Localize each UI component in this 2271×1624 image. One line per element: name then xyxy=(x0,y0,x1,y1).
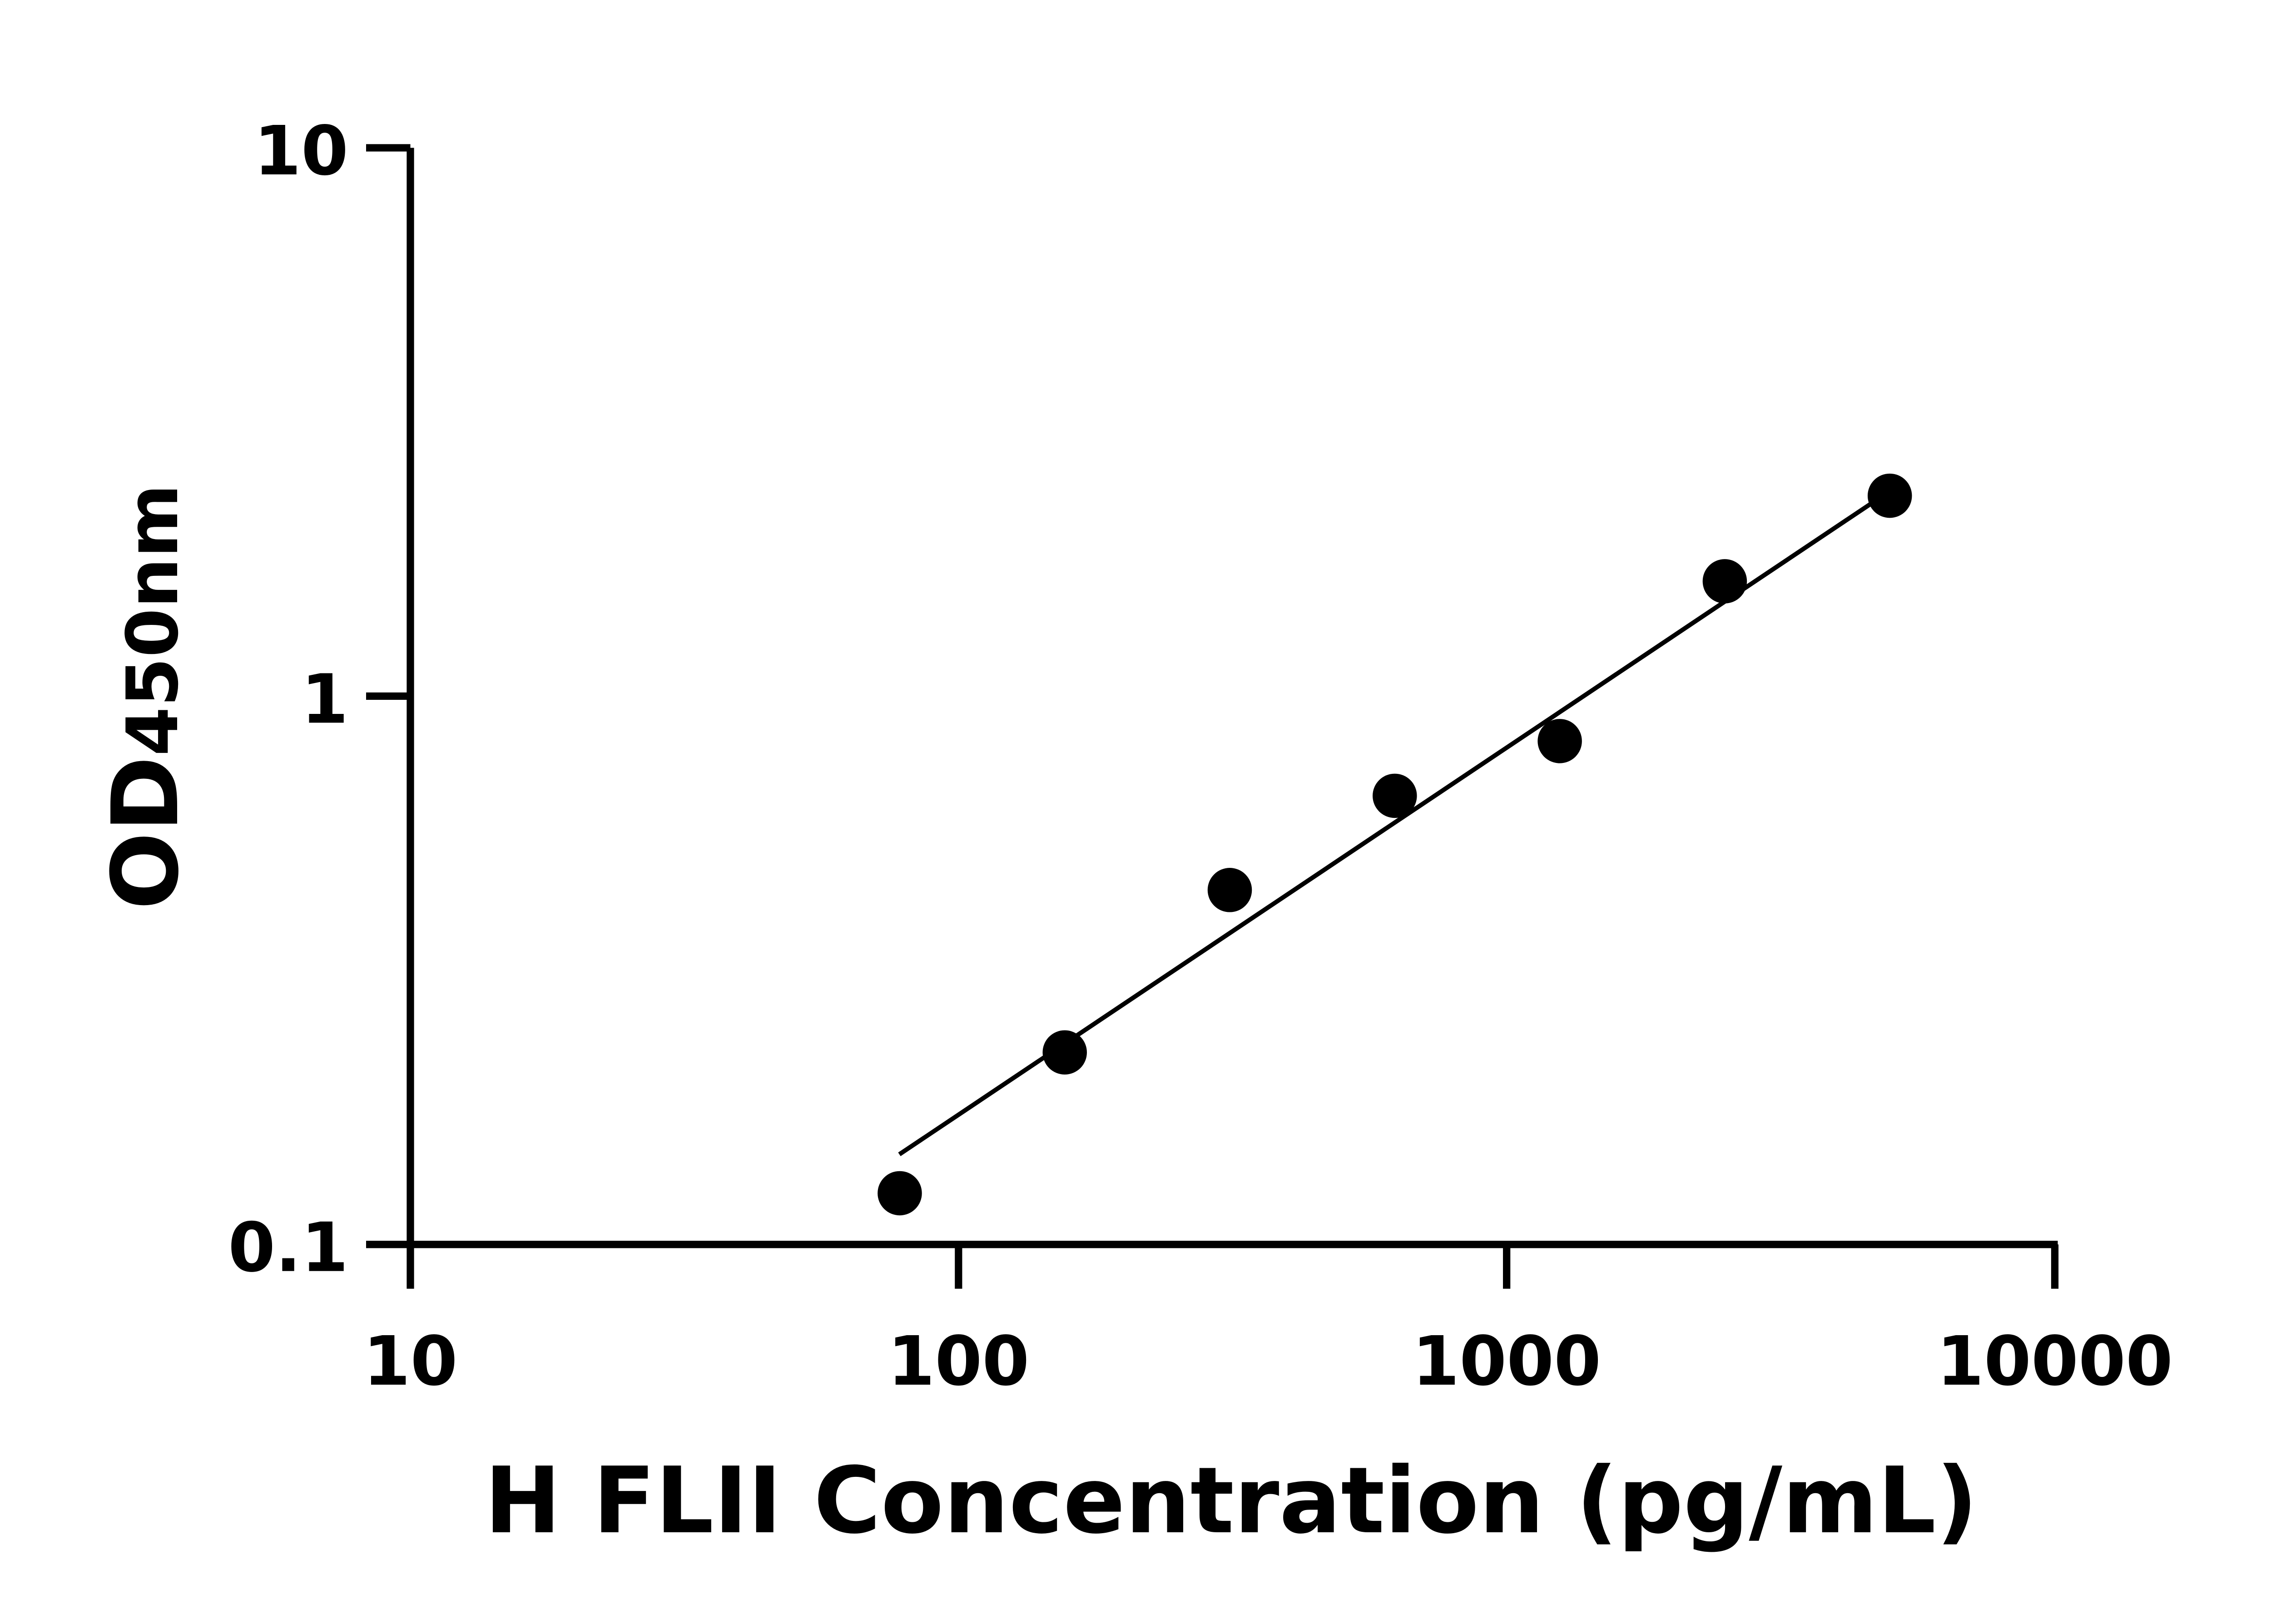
x-tick-label: 100 xyxy=(888,1322,1029,1401)
data-point xyxy=(1867,473,1912,518)
data-point xyxy=(1702,559,1747,604)
x-tick-label: 1000 xyxy=(1412,1322,1601,1401)
y-axis-label-main: OD xyxy=(92,756,199,910)
y-axis-label: OD450nm xyxy=(92,484,199,910)
data-point xyxy=(1537,719,1582,763)
data-points xyxy=(878,473,1912,1216)
x-axis-label: H FLII Concentration (pg/mL) xyxy=(485,1447,1978,1554)
axes xyxy=(407,148,2058,1248)
x-ticks: 10 100 1000 10000 xyxy=(363,1244,2173,1401)
data-point xyxy=(1207,868,1252,912)
data-point xyxy=(878,1171,922,1216)
y-ticks: 0.1 1 10 xyxy=(228,112,411,1287)
x-tick-label: 10 xyxy=(363,1322,457,1401)
y-tick-label: 1 xyxy=(301,660,348,739)
x-tick-label: 10000 xyxy=(1937,1322,2173,1401)
y-tick-label: 0.1 xyxy=(228,1208,348,1287)
data-point xyxy=(1373,773,1417,818)
y-tick-label: 10 xyxy=(254,112,348,191)
y-axis-label-sub: 450nm xyxy=(111,484,194,756)
data-point xyxy=(1042,1030,1087,1075)
